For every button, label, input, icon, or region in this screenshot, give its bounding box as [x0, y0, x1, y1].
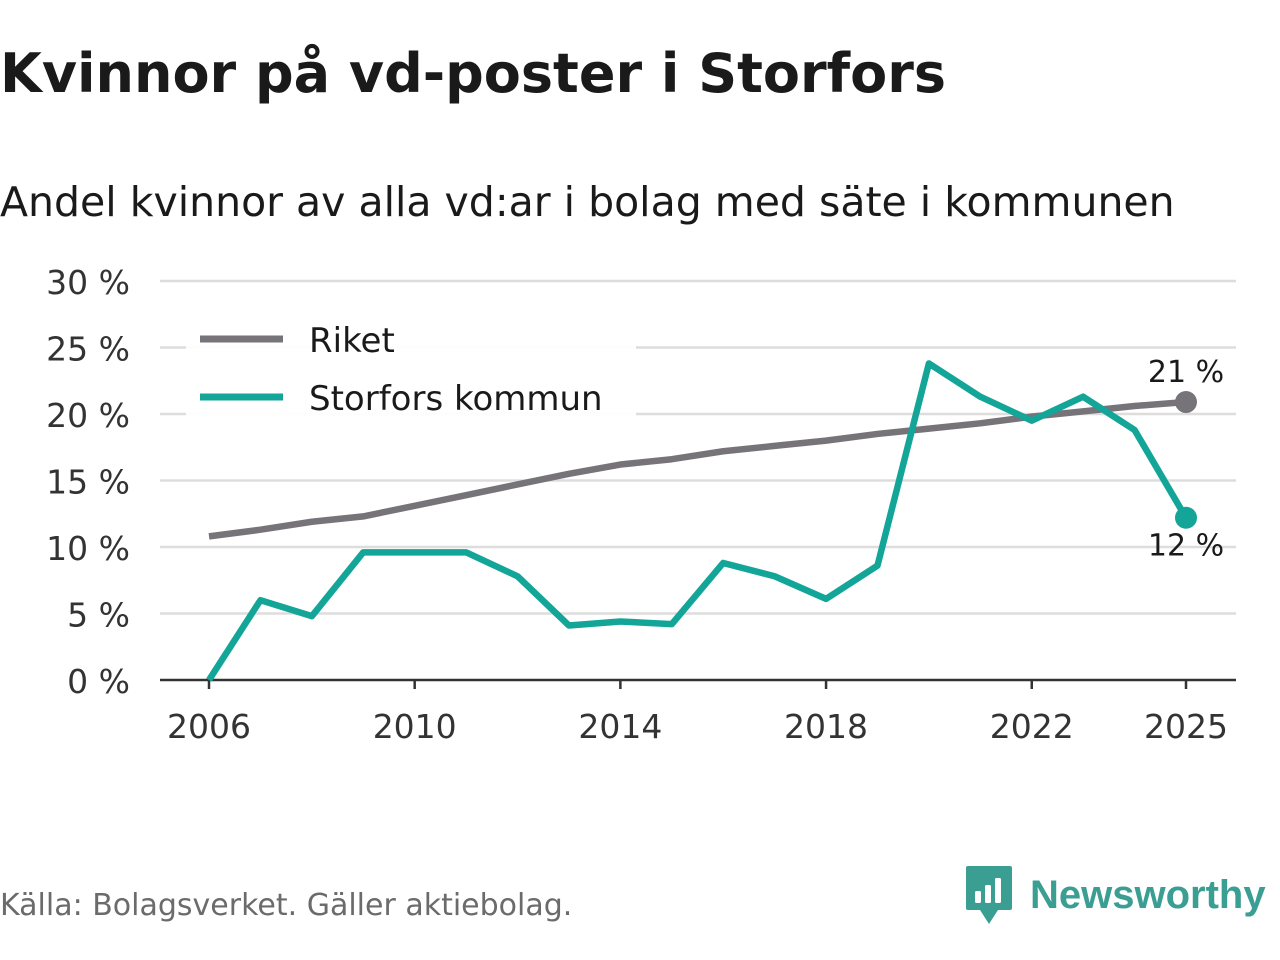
- legend: Riket Storfors kommun: [186, 307, 636, 419]
- x-tick-label-2006: 2006: [167, 707, 251, 746]
- end-marker-0: [1175, 391, 1197, 414]
- source-note: Källa: Bolagsverket. Gäller aktiebolag.: [0, 888, 573, 923]
- y-tick-label-15: 15 %: [46, 463, 130, 502]
- series-group: [206, 360, 1197, 682]
- legend-label-1: Storfors kommun: [309, 379, 603, 419]
- y-tick-label-25: 25 %: [46, 330, 130, 369]
- chart-title: Kvinnor på vd-poster i Storfors: [0, 42, 947, 105]
- series-line-0: [208, 398, 1187, 540]
- newsworthy-logo-icon: [966, 866, 1012, 924]
- y-tick-label-5: 5 %: [67, 596, 130, 635]
- end-labels: 21 % 12 %: [1148, 355, 1224, 564]
- brand-logo[interactable]: Newsworthy: [964, 864, 1266, 926]
- legend-label-0: Riket: [309, 321, 395, 361]
- x-tick-label-2025: 2025: [1144, 707, 1228, 746]
- series-line-1: [206, 360, 1189, 682]
- y-tick-label-0: 0 %: [67, 662, 130, 701]
- x-tick-label-2010: 2010: [373, 707, 457, 746]
- x-axis-ticks: 2006 2010 2014 2018 2022 2025: [167, 680, 1228, 746]
- chart-subtitle: Andel kvinnor av alla vd:ar i bolag med …: [0, 178, 1175, 226]
- y-tick-label-20: 20 %: [46, 396, 130, 435]
- y-tick-label-10: 10 %: [46, 529, 130, 568]
- x-tick-label-2022: 2022: [990, 707, 1074, 746]
- brand-name: Newsworthy: [1030, 872, 1266, 917]
- end-label-0: 21 %: [1148, 355, 1224, 390]
- end-label-1: 12 %: [1148, 529, 1224, 564]
- end-marker-1: [1175, 506, 1197, 529]
- y-tick-label-30: 30 %: [46, 263, 130, 302]
- x-tick-label-2018: 2018: [784, 707, 868, 746]
- y-axis-tick-labels: 0 % 5 % 10 % 15 % 20 % 25 % 30 %: [46, 263, 130, 701]
- legend-background-0: [186, 307, 636, 359]
- x-tick-label-2014: 2014: [578, 707, 662, 746]
- legend-background-1: [186, 365, 636, 417]
